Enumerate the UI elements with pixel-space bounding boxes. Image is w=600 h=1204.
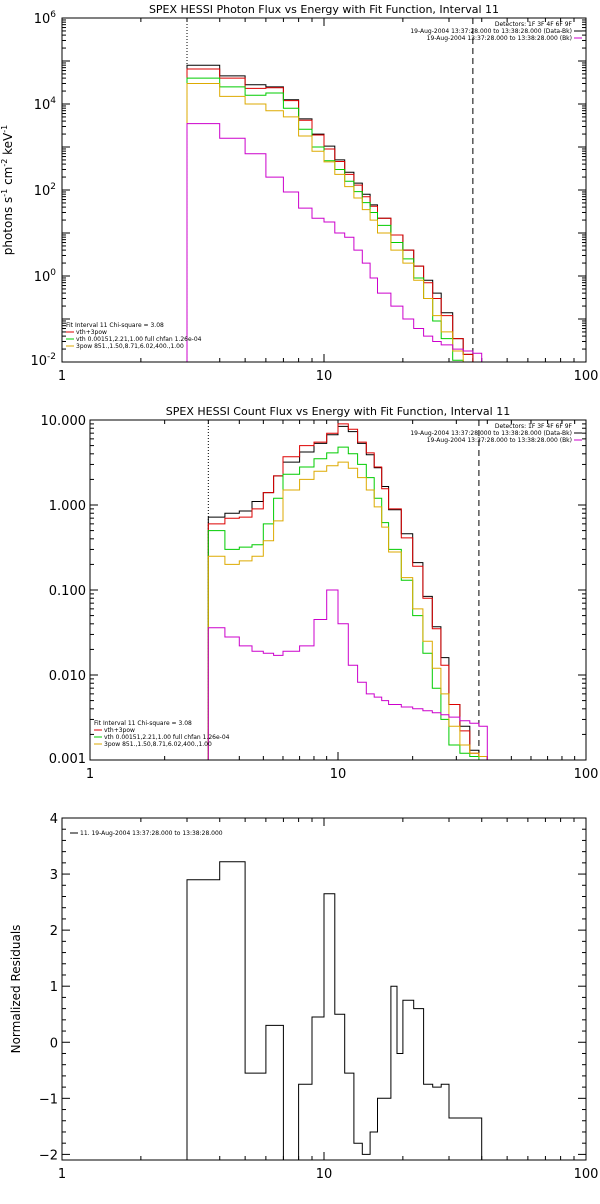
series-3pow [186, 83, 483, 362]
y-axis-label-part: cm [1, 167, 15, 189]
chart-title: SPEX HESSI Count Flux vs Energy with Fit… [166, 405, 510, 418]
y-tick-label: 106 [34, 10, 57, 27]
y-axis-label: photons s-1 cm-2 keV-1 [0, 125, 15, 256]
plot-frame [89, 419, 587, 761]
y-tick-base: 10 [34, 184, 51, 199]
y-tick-label: −1 [39, 1092, 58, 1107]
y-tick-exponent: 2 [50, 182, 56, 192]
y-tick-label: 104 [34, 96, 57, 113]
x-tick-label: 1 [58, 1167, 66, 1182]
x-tick-label: 1 [86, 767, 94, 782]
residuals-panel: 1 10 100 −2 −1 0 1 2 3 4 Normalized Residuals 11. 1… [9, 812, 598, 1182]
series-vth-3pow [207, 423, 488, 760]
y-tick-label: 10.000 [41, 414, 87, 429]
series-bk [207, 589, 488, 760]
series-bk [186, 123, 483, 362]
legend-text: Fit Interval 11 Chi-square = 3.08 [94, 720, 192, 727]
x-tick-label: 100 [574, 767, 599, 782]
y-axis-label-exponent: -1 [0, 189, 9, 197]
y-tick-label: 100 [34, 268, 57, 285]
y-tick-label: 0.010 [49, 669, 86, 684]
y-tick-base: 10 [34, 12, 51, 27]
series-data-bk [186, 64, 483, 362]
legend-text: 19-Aug-2004 13:37:28.000 to 13:38:28.000… [427, 35, 572, 42]
legend-text: 19-Aug-2004 13:37:28.000 to 13:38:28.000… [410, 28, 572, 35]
y-tick-exponent: 4 [50, 96, 56, 106]
y-axis-label-exponent: -2 [0, 159, 9, 167]
legend-text: Detectors: 1F 3F 4F 6F 9F [495, 21, 573, 28]
legend-text: Fit Interval 11 Chi-square = 3.08 [66, 322, 164, 329]
y-tick-label: 2 [50, 924, 58, 939]
x-tick-label: 10 [330, 767, 347, 782]
legend-text: 19-Aug-2004 13:37:28.000 to 13:38:28.000… [410, 430, 572, 437]
legend-text: vth 0.00151,2.21,1.00 full chfan 1.26e-0… [76, 336, 202, 343]
y-tick-exponent: 6 [50, 10, 56, 20]
y-tick-base: 10 [34, 98, 51, 113]
legend-text: vth+3pow [104, 727, 135, 734]
photon-flux-panel: SPEX HESSI Photon Flux vs Energy with Fi… [0, 3, 598, 384]
y-tick-label: 0.001 [49, 752, 86, 767]
y-tick-base: 10 [34, 270, 51, 285]
x-tick-label: 100 [574, 1167, 599, 1182]
y-tick-label: 102 [34, 182, 56, 199]
y-tick-label: 0 [50, 1036, 58, 1051]
legend-text: vth+3pow [76, 329, 107, 336]
y-tick-label: 1 [50, 980, 58, 995]
y-axis-label-part: keV [1, 132, 15, 159]
y-tick-label: 0.100 [49, 584, 86, 599]
chart-title: SPEX HESSI Photon Flux vs Energy with Fi… [149, 3, 499, 16]
y-tick-base: 10 [30, 354, 47, 369]
y-tick-label: 3 [50, 868, 58, 883]
series-vth-3pow [186, 68, 483, 362]
legend-text: 11. 19-Aug-2004 13:37:28.000 to 13:38:28… [80, 830, 223, 837]
legend-text: Detectors: 1F 3F 4F 6F 9F [495, 423, 573, 430]
series-vth [207, 446, 488, 760]
y-axis-label-exponent: -1 [0, 125, 9, 133]
x-tick-label: 10 [316, 369, 333, 384]
series-vth [186, 77, 483, 362]
x-tick-label: 1 [58, 369, 66, 384]
y-axis-label: Normalized Residuals [9, 925, 23, 1054]
plot-frame [61, 817, 587, 1161]
y-tick-exponent: -2 [47, 352, 56, 362]
legend-text: 19-Aug-2004 13:37:28.000 to 13:38:28.000… [427, 437, 572, 444]
y-tick-label: 10-2 [30, 352, 56, 369]
y-tick-exponent: 0 [50, 268, 56, 278]
legend-text: 3pow 851.,1.50,8.71,6.02,400.,1.00 [104, 741, 212, 748]
plot-frame [61, 17, 587, 363]
y-tick-label: 1.000 [49, 499, 86, 514]
x-tick-label: 100 [574, 369, 599, 384]
y-axis-label-part: photons s [1, 197, 15, 256]
series-3pow [207, 461, 488, 760]
series-residuals [186, 861, 483, 1160]
legend-text: 3pow 851.,1.50,8.71,6.02,400.,1.00 [76, 343, 184, 350]
y-tick-label: −2 [39, 1148, 58, 1163]
legend-text: vth 0.00151,2.21,1.00 full chfan 1.26e-0… [104, 734, 230, 741]
series-data-bk [207, 425, 488, 760]
count-flux-panel: SPEX HESSI Count Flux vs Energy with Fit… [41, 405, 599, 782]
x-tick-label: 10 [316, 1167, 333, 1182]
y-tick-label: 4 [50, 812, 58, 827]
